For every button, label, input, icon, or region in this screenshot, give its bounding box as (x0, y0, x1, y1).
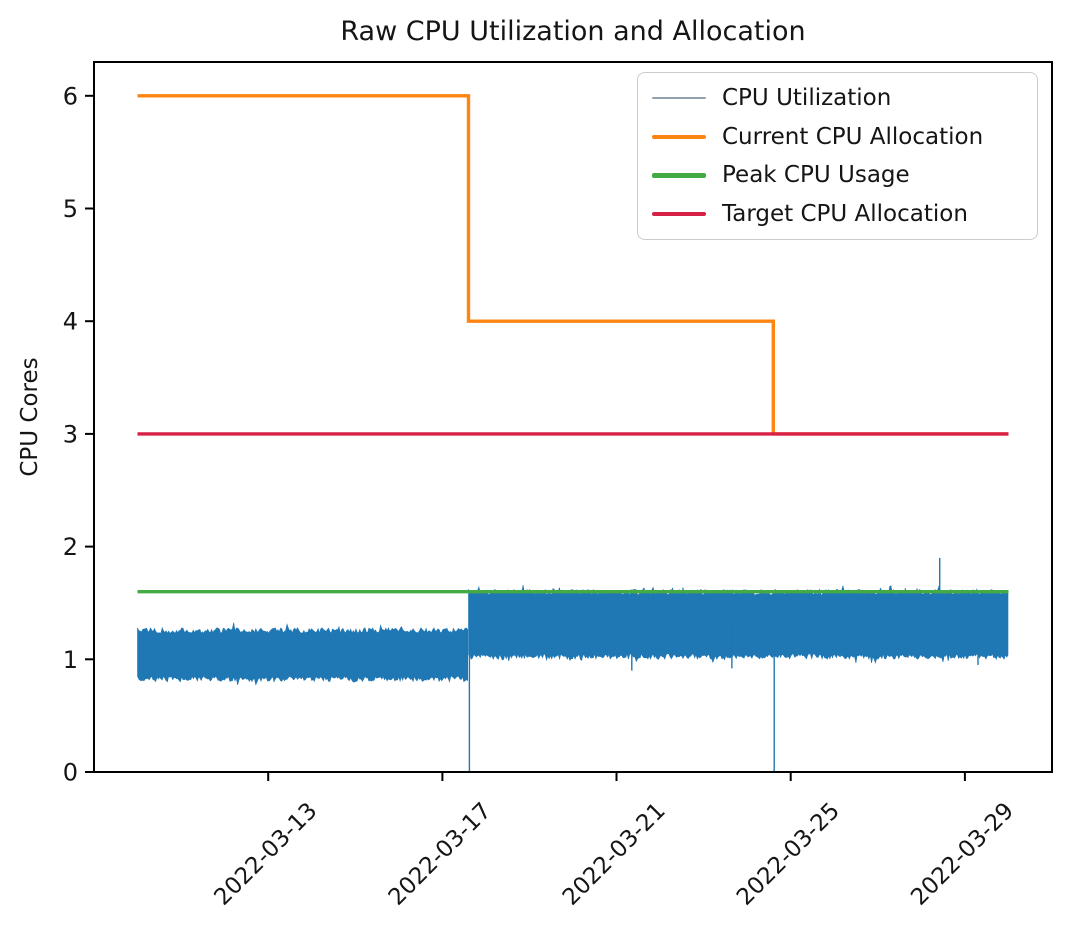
legend-label: CPU Utilization (722, 85, 892, 112)
x-tick-label: 2022-03-25 (732, 798, 845, 911)
x-tick-label: 2022-03-29 (906, 798, 1019, 911)
legend-label: Peak CPU Usage (722, 162, 910, 189)
legend-swatch-cpu-utilization (652, 97, 706, 100)
y-tick-label: 4 (63, 308, 78, 336)
legend-item-cpu-utilization: CPU Utilization (638, 85, 1037, 111)
legend-label: Target CPU Allocation (722, 200, 968, 227)
x-tick-label: 2022-03-21 (558, 798, 671, 911)
y-tick-label: 0 (63, 759, 78, 787)
legend-label: Current CPU Allocation (722, 123, 984, 150)
y-tick-label: 5 (63, 195, 78, 223)
legend-swatch-current-cpu-allocation (652, 134, 706, 139)
legend-item-current-cpu-allocation: Current CPU Allocation (638, 124, 1037, 150)
utilization-band (137, 622, 469, 686)
plot-frame (93, 61, 1053, 773)
x-tick-label: 2022-03-17 (384, 798, 497, 911)
legend-item-target-cpu-allocation: Target CPU Allocation (638, 201, 1037, 227)
legend: CPU Utilization Current CPU Allocation Pea… (637, 72, 1038, 240)
y-axis-label: CPU Cores (17, 357, 43, 477)
legend-swatch-peak-cpu-usage (652, 173, 706, 178)
y-tick-label: 1 (63, 646, 78, 674)
y-tick-label: 6 (63, 82, 78, 110)
legend-swatch-target-cpu-allocation (652, 211, 706, 216)
y-tick-label: 3 (63, 420, 78, 448)
y-tick-label: 2 (63, 533, 78, 561)
chart-title: Raw CPU Utilization and Allocation (340, 16, 806, 47)
legend-item-peak-cpu-usage: Peak CPU Usage (638, 162, 1037, 188)
utilization-band (468, 585, 1009, 664)
x-tick-label: 2022-03-13 (210, 798, 323, 911)
